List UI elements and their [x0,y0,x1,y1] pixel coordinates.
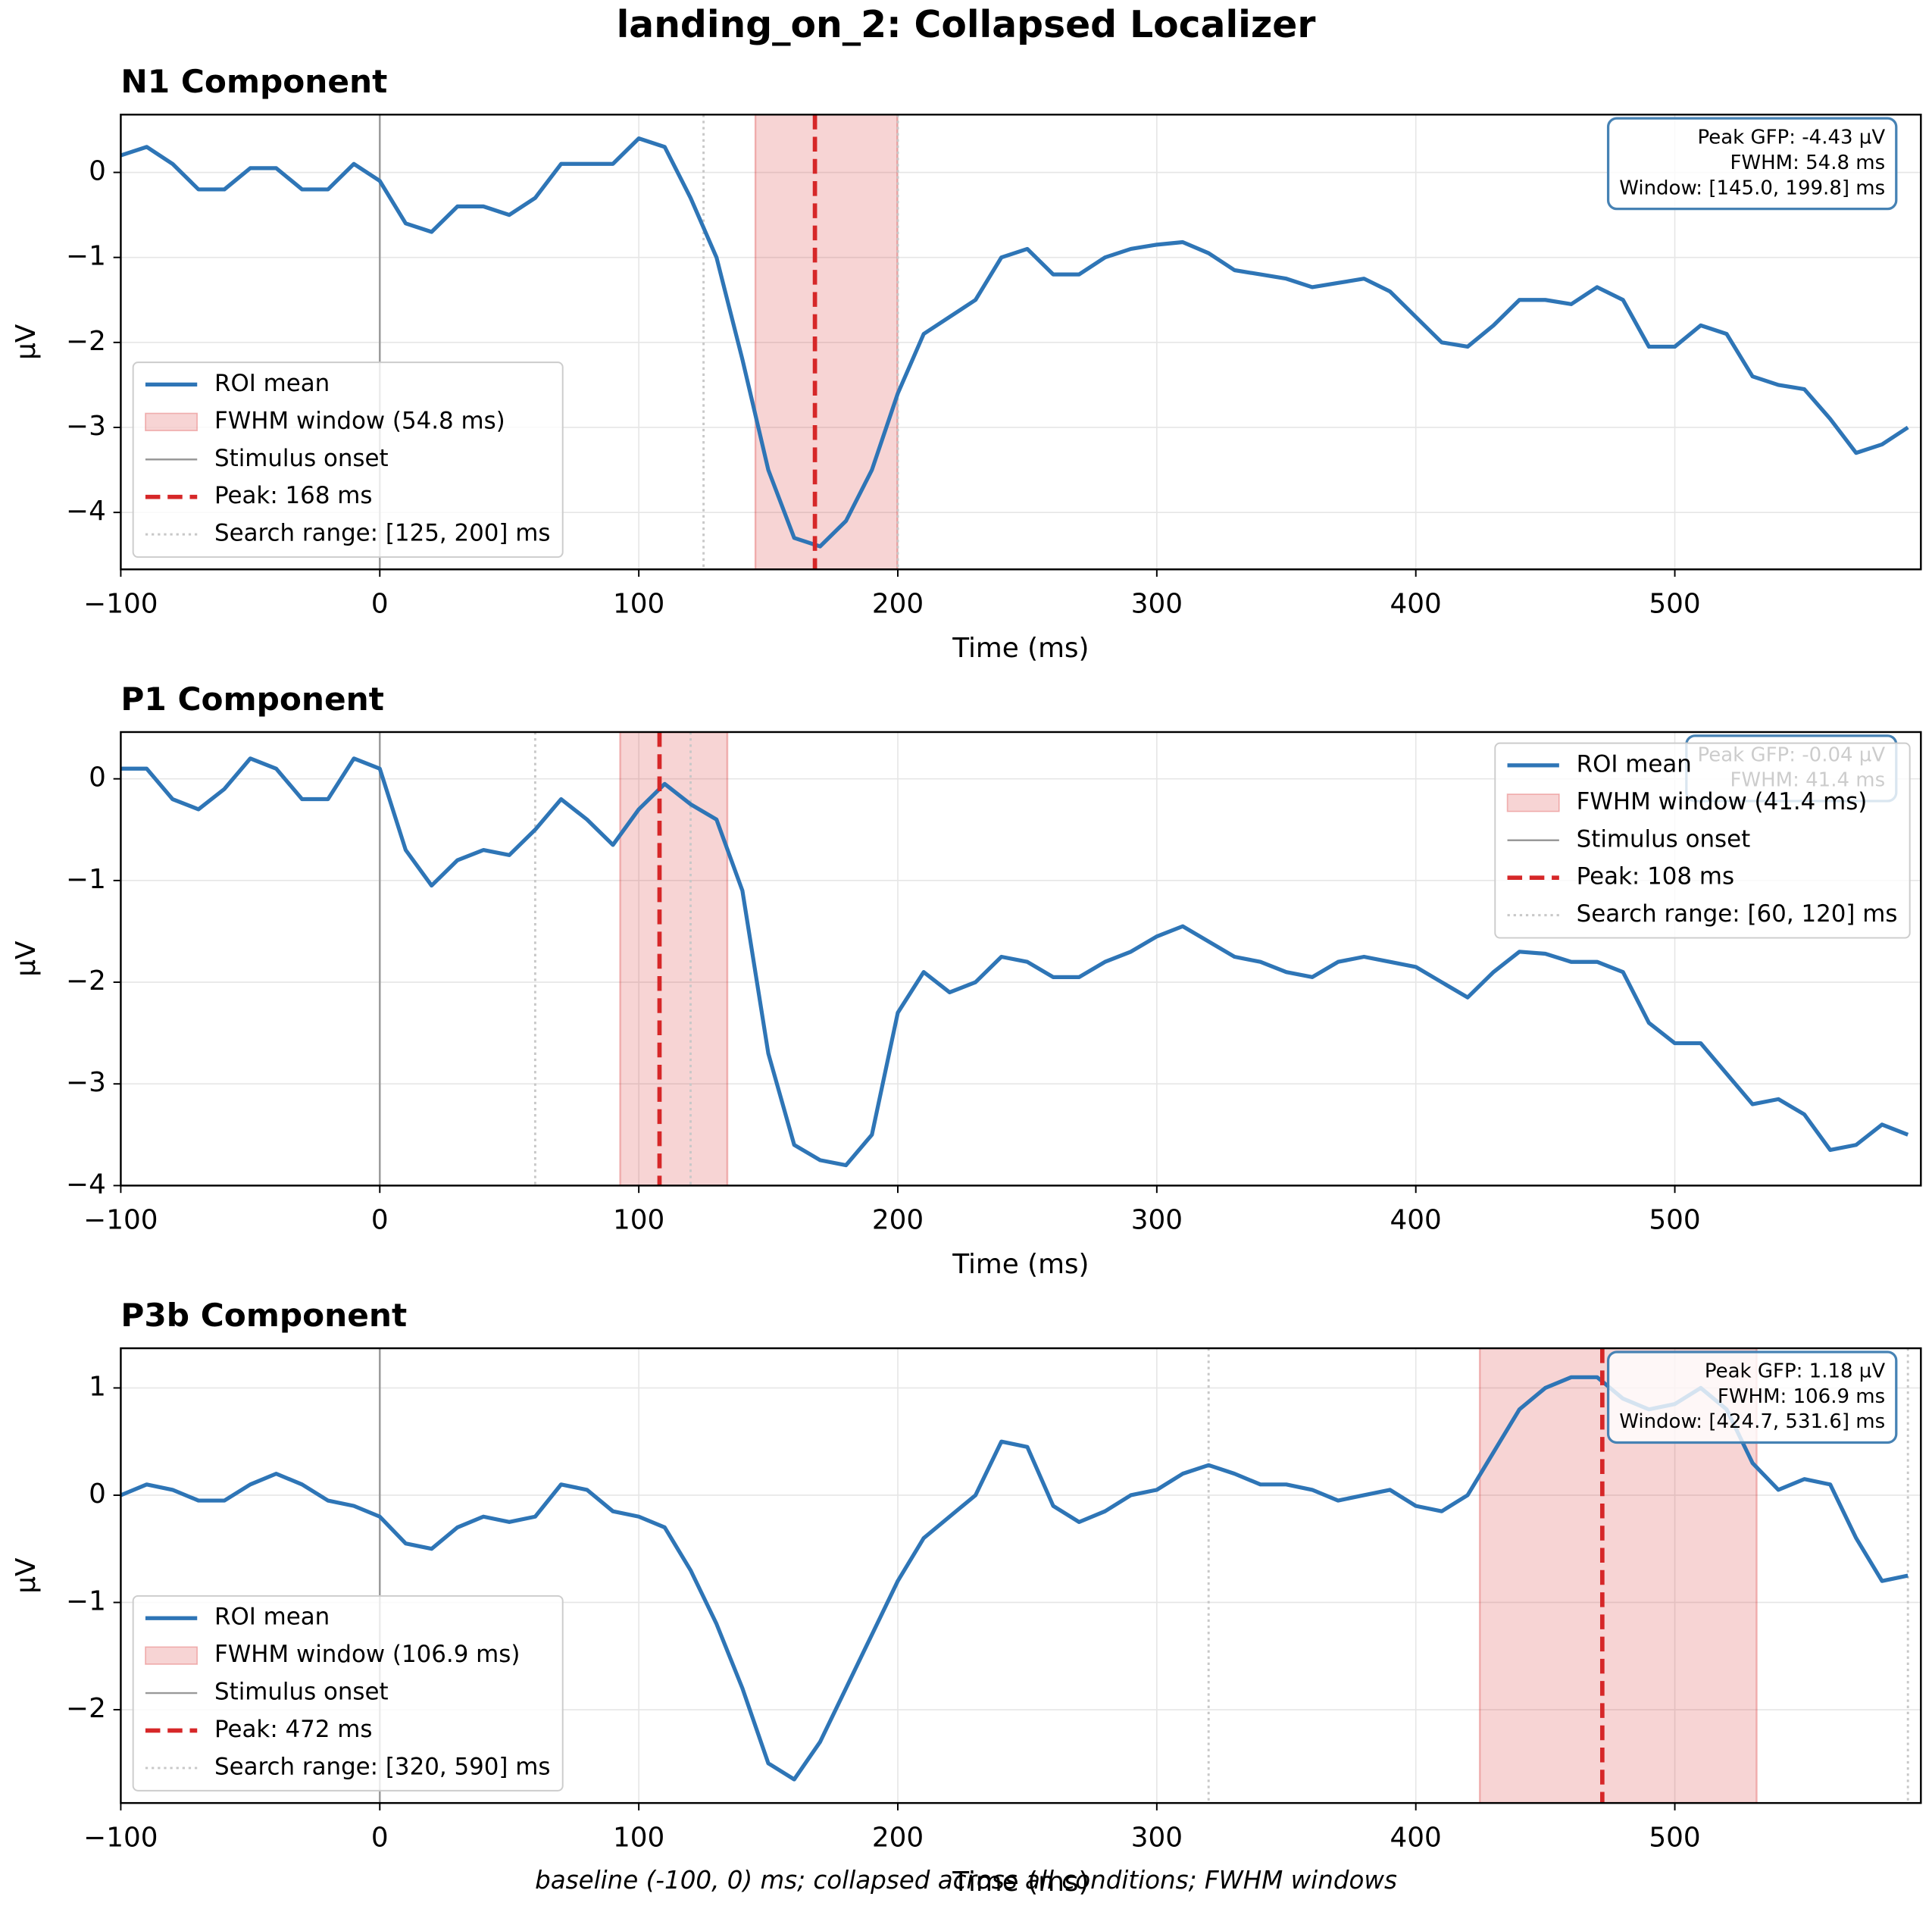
figure-title: landing_on_2: Collapsed Localizer [617,3,1316,46]
legend: ROI mean FWHM window (41.4 ms) Stimulus on… [1494,742,1911,939]
subplot: −100 0 100 200 300 400 500 −4 −3 −2 −1 0 N1 Componen… [11,63,1922,664]
legend-label: FWHM window (54.8 ms) [214,407,505,434]
legend: ROI mean FWHM window (54.8 ms) Stimulus on… [132,361,564,559]
legend-frame [132,1594,564,1792]
info-box: Peak GFP: -4.43 µV FWHM: 54.8 ms Window: [… [1606,117,1898,211]
x-tick-label: −100 [83,1205,158,1236]
legend-frame [1494,742,1911,939]
legend-label: Peak: 108 ms [1577,863,1734,890]
subplot: −100 0 100 200 300 400 500 −4 −3 −2 −1 0 P1 Componen… [11,681,1922,1280]
plot-frame [120,1347,1922,1804]
legend-label: FWHM window (106.9 ms) [214,1641,520,1668]
footnote: baseline (-100, 0) ms; collapsed across … [535,1866,1397,1895]
legend-frame [132,361,564,559]
x-tick-label: −100 [83,588,158,619]
y-tick-label: −1 [66,864,106,895]
legend-label: Peak: 472 ms [214,1716,372,1743]
y-tick-label: −2 [66,965,106,997]
plot-area [120,731,1909,1186]
subplot-title: P1 Component [120,681,384,718]
x-tick-label: 0 [371,1205,389,1236]
y-tick-label: −2 [66,1693,106,1724]
legend-label: FWHM window (41.4 ms) [1577,788,1868,815]
legend-label: Search range: [60, 120] ms [1577,900,1898,928]
fwhm-window [754,114,899,570]
fwhm-window [619,731,729,1186]
y-axis-label: µV [11,1557,42,1594]
y-tick-label: −1 [66,1585,106,1616]
x-tick-label: 500 [1649,588,1700,619]
x-tick-label: 100 [613,1205,664,1236]
info-box-line: FWHM: 106.9 ms [1718,1385,1885,1408]
y-tick-label: −4 [66,1169,106,1200]
legend-label: Peak: 168 ms [214,482,372,509]
plot-frame [120,114,1922,571]
x-tick-label: 100 [613,588,664,619]
x-tick-label: 200 [872,588,924,619]
legend-label: Stimulus onset [214,1679,389,1706]
x-tick-label: 300 [1131,1205,1183,1236]
x-tick-label: 300 [1131,588,1183,619]
plot-frame [120,731,1922,1187]
x-tick-label: 0 [371,1822,389,1853]
x-tick-label: −100 [83,1822,158,1853]
y-tick-label: −2 [66,326,106,357]
roi-mean-line [120,756,1909,1168]
y-tick-label: −3 [66,1067,106,1098]
info-box-line: Window: [145.0, 199.8] ms [1619,177,1885,199]
x-tick-label: 400 [1390,588,1442,619]
y-axis-label: µV [11,940,42,977]
legend-label: Stimulus onset [1577,825,1751,853]
legend-label: ROI mean [214,370,330,397]
x-axis-label: Time (ms) [952,1249,1089,1280]
x-tick-label: 500 [1649,1822,1700,1853]
legend-label: ROI mean [1577,750,1692,778]
legend-swatch [1506,793,1560,812]
x-tick-label: 500 [1649,1205,1700,1236]
x-tick-label: 200 [872,1822,924,1853]
subplot-title: P3b Component [120,1297,407,1334]
x-tick-label: 300 [1131,1822,1183,1853]
info-box-line: Peak GFP: -4.43 µV [1697,127,1885,149]
plot-area [120,114,1909,570]
y-tick-label: 0 [89,156,106,187]
info-box-line: FWHM: 54.8 ms [1730,152,1885,174]
legend-label: Stimulus onset [214,445,389,472]
x-tick-label: 100 [613,1822,664,1853]
legend-swatch [145,412,199,432]
subplot-title: N1 Component [120,63,387,100]
x-tick-label: 200 [872,1205,924,1236]
x-tick-label: 400 [1390,1822,1442,1853]
info-box-line: Peak GFP: 1.18 µV [1705,1360,1886,1382]
y-tick-label: −3 [66,411,106,442]
info-box-line: Window: [424.7, 531.6] ms [1619,1410,1885,1433]
y-tick-label: −4 [66,496,106,527]
y-tick-label: 1 [89,1371,106,1402]
legend: ROI mean FWHM window (106.9 ms) Stimulus o… [132,1594,564,1792]
y-tick-label: −1 [66,241,106,272]
legend-label: Search range: [320, 590] ms [214,1753,550,1780]
y-axis-label: µV [11,324,42,360]
info-box-frame [1606,1350,1898,1444]
x-tick-label: 400 [1390,1205,1442,1236]
subplot: −100 0 100 200 300 400 500 −2 −1 0 1 P3b Component T… [11,1297,1922,1898]
x-tick-label: 0 [371,588,389,619]
x-axis-label: Time (ms) [952,1867,1089,1898]
legend-label: ROI mean [214,1604,330,1631]
legend-label: Search range: [125, 200] ms [214,520,550,547]
x-axis-label: Time (ms) [952,633,1089,664]
roi-mean-line [120,136,1909,549]
y-tick-label: 0 [89,1479,106,1510]
legend-swatch [145,1646,199,1665]
y-tick-label: 0 [89,762,106,793]
info-box-frame [1606,117,1898,211]
